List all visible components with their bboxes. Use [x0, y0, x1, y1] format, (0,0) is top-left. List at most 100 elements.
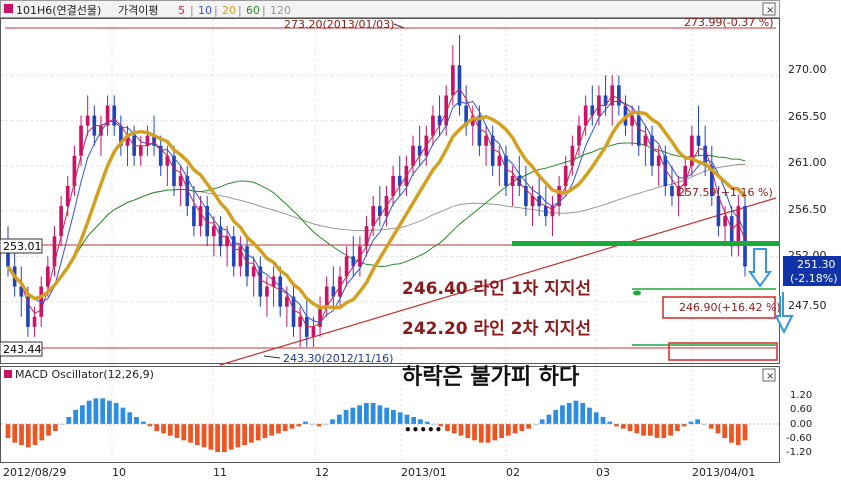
- candle-body: [743, 206, 747, 267]
- x-tick-label: 03: [596, 466, 610, 479]
- header-bar: [0, 0, 780, 18]
- macd-bar: [519, 424, 525, 431]
- macd-tick: 1.20: [790, 390, 812, 401]
- macd-bar: [215, 424, 220, 452]
- x-tick-label: 2013/01: [401, 466, 447, 479]
- macd-bar: [330, 419, 335, 424]
- macd-bar: [512, 424, 518, 434]
- macd-bar: [472, 424, 477, 441]
- candle-body: [52, 236, 57, 267]
- macd-panel-frame: [0, 366, 780, 463]
- macd-bar: [647, 424, 653, 436]
- ma5-label: 5: [178, 4, 185, 17]
- current-price-label: 251.30: [797, 258, 836, 271]
- macd-bar: [384, 407, 390, 424]
- candle-body: [238, 246, 243, 267]
- candle-body: [431, 115, 435, 136]
- macd-bar: [93, 398, 99, 424]
- macd-bar: [411, 417, 417, 424]
- macd-bar: [526, 424, 531, 429]
- macd-bar: [377, 405, 383, 424]
- left-marker-243-label: 243.44: [3, 343, 42, 356]
- x-tick-label: 02: [506, 466, 520, 479]
- candle-body: [703, 145, 707, 166]
- candle-body: [484, 135, 488, 146]
- candle-body: [138, 145, 143, 156]
- macd-bar: [255, 424, 261, 441]
- macd-bar: [451, 424, 457, 434]
- peak-annotation: 273.20(2013/01/03): [284, 18, 394, 31]
- candle-body: [464, 105, 468, 126]
- candle-body: [19, 286, 24, 297]
- candle-body: [457, 65, 462, 106]
- macd-bar: [708, 424, 714, 429]
- macd-bar: [39, 424, 45, 441]
- macd-bar: [249, 424, 254, 443]
- macd-bar: [742, 424, 748, 441]
- macd-bar: [661, 424, 667, 438]
- macd-label: MACD Oscillator(12,26,9): [15, 368, 154, 381]
- candle-body: [530, 196, 535, 207]
- macd-tick: 0.00: [790, 419, 812, 430]
- candle-body: [172, 155, 176, 186]
- macd-bar: [46, 424, 51, 436]
- macd-bar: [100, 398, 106, 424]
- macd-bar: [620, 424, 626, 429]
- macd-bar: [113, 403, 119, 424]
- macd-bar: [32, 424, 38, 445]
- candle-body: [617, 85, 621, 106]
- candle-body: [205, 206, 210, 237]
- macd-bar: [722, 424, 728, 438]
- close-icon[interactable]: ×: [766, 371, 774, 382]
- macd-bar: [86, 400, 92, 424]
- macd-bar: [654, 424, 660, 438]
- candle-body: [178, 175, 183, 186]
- peak-pointer: [393, 23, 405, 29]
- macd-bar: [465, 424, 471, 438]
- candle-body: [537, 196, 541, 207]
- macd-bar: [80, 405, 85, 424]
- macd-bar: [343, 410, 349, 424]
- close-button[interactable]: [762, 2, 776, 16]
- macd-bar: [499, 424, 504, 438]
- candle-body: [245, 246, 249, 277]
- macd-bar: [282, 424, 288, 431]
- macd-bar: [228, 424, 234, 450]
- macd-bar: [140, 421, 146, 424]
- macd-bar: [573, 400, 579, 424]
- macd-bar: [397, 412, 403, 424]
- candle-body: [643, 135, 648, 146]
- candle-body: [298, 316, 302, 327]
- symbol-icon: [4, 4, 13, 13]
- candle-body: [696, 135, 701, 146]
- macd-close-button[interactable]: [762, 368, 776, 382]
- candle-body: [497, 155, 502, 166]
- macd-bar: [458, 424, 464, 436]
- grid-lines: [1, 19, 779, 462]
- candle-body: [291, 296, 296, 327]
- macd-bar: [553, 410, 559, 424]
- close-icon[interactable]: ×: [766, 5, 774, 16]
- macd-bar: [715, 424, 721, 434]
- svg-text:|: |: [214, 4, 218, 17]
- candle-body: [636, 115, 641, 146]
- macd-bar: [194, 424, 200, 445]
- macd-bar: [600, 417, 606, 424]
- macd-bar: [695, 419, 701, 424]
- macd-bar: [296, 424, 302, 427]
- x-tick-label: 11: [213, 466, 227, 479]
- macd-axis: 1.20 0.60 0.00 -0.60 -1.20: [786, 390, 812, 458]
- macd-bar: [438, 424, 444, 427]
- candle-body: [265, 286, 269, 297]
- uptrend-line: [219, 197, 777, 366]
- ma10-polyline: [7, 100, 746, 324]
- macd-bar: [735, 424, 741, 445]
- candle-body: [397, 175, 402, 186]
- macd-bar: [729, 424, 734, 443]
- candle-body: [72, 155, 77, 186]
- candle-body: [630, 115, 634, 126]
- candle-body: [417, 145, 422, 156]
- macd-bar: [336, 414, 342, 424]
- candle-body: [411, 145, 415, 166]
